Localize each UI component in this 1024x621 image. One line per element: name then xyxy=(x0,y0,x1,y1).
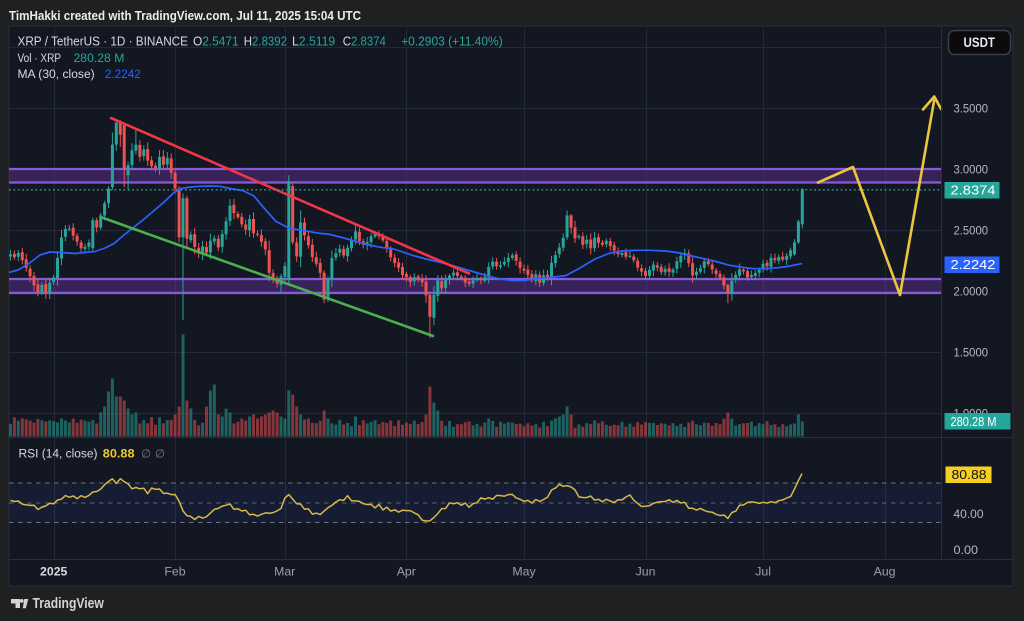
svg-text:1.5000: 1.5000 xyxy=(954,346,989,360)
svg-text:280.28 M: 280.28 M xyxy=(74,51,125,65)
svg-text:Feb: Feb xyxy=(164,565,185,579)
svg-text:2.2242: 2.2242 xyxy=(105,67,141,81)
svg-text:80.88: 80.88 xyxy=(952,468,987,482)
svg-text:L2.5119: L2.5119 xyxy=(292,35,335,49)
svg-text:2025: 2025 xyxy=(40,565,68,579)
svg-text:H2.8392: H2.8392 xyxy=(244,35,287,49)
svg-text:80.88: 80.88 xyxy=(103,447,135,461)
svg-text:May: May xyxy=(512,565,536,579)
svg-text:3.5000: 3.5000 xyxy=(954,102,989,116)
svg-text:3.0000: 3.0000 xyxy=(954,163,989,177)
svg-text:RSI (14, close): RSI (14, close) xyxy=(19,447,98,461)
svg-text:Aug: Aug xyxy=(874,565,896,579)
svg-text:40.00: 40.00 xyxy=(954,507,984,521)
svg-text:+0.2903 (+11.40%): +0.2903 (+11.40%) xyxy=(401,35,503,49)
svg-text:0.00: 0.00 xyxy=(954,543,979,557)
svg-text:C2.8374: C2.8374 xyxy=(343,35,386,49)
svg-text:Mar: Mar xyxy=(274,565,295,579)
svg-text:O2.5471: O2.5471 xyxy=(193,35,239,49)
svg-text:USDT: USDT xyxy=(964,35,996,50)
svg-text:MA (30, close): MA (30, close) xyxy=(18,67,95,81)
svg-text:2.5000: 2.5000 xyxy=(954,224,989,238)
svg-text:Jun: Jun xyxy=(636,565,656,579)
svg-text:TimHakki created with TradingV: TimHakki created with TradingView.com, J… xyxy=(9,8,361,23)
svg-text:∅: ∅ xyxy=(141,449,151,461)
svg-text:TradingView: TradingView xyxy=(33,595,105,612)
svg-text:2.2242: 2.2242 xyxy=(951,258,996,272)
svg-text:∅: ∅ xyxy=(155,449,165,461)
svg-text:2.0000: 2.0000 xyxy=(954,285,989,299)
svg-text:Apr: Apr xyxy=(397,565,416,579)
svg-text:2.8374: 2.8374 xyxy=(951,184,996,198)
svg-text:Vol · XRP: Vol · XRP xyxy=(18,51,62,65)
svg-text:280.28 M: 280.28 M xyxy=(951,415,997,429)
svg-text:XRP / TetherUS · 1D · BINANCE: XRP / TetherUS · 1D · BINANCE xyxy=(18,35,189,49)
svg-text:Jul: Jul xyxy=(755,565,771,579)
